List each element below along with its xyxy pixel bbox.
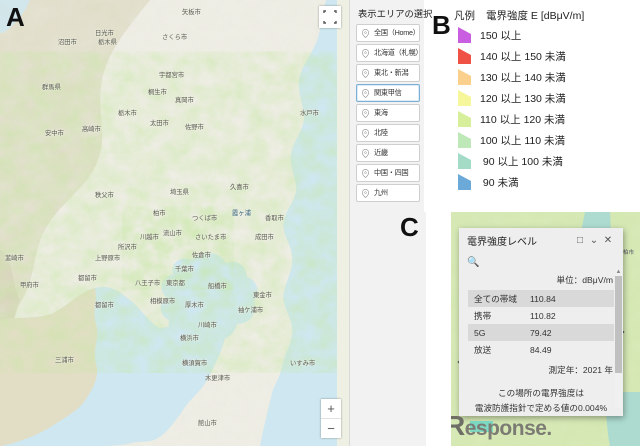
svg-text:柏市: 柏市 bbox=[623, 248, 635, 256]
